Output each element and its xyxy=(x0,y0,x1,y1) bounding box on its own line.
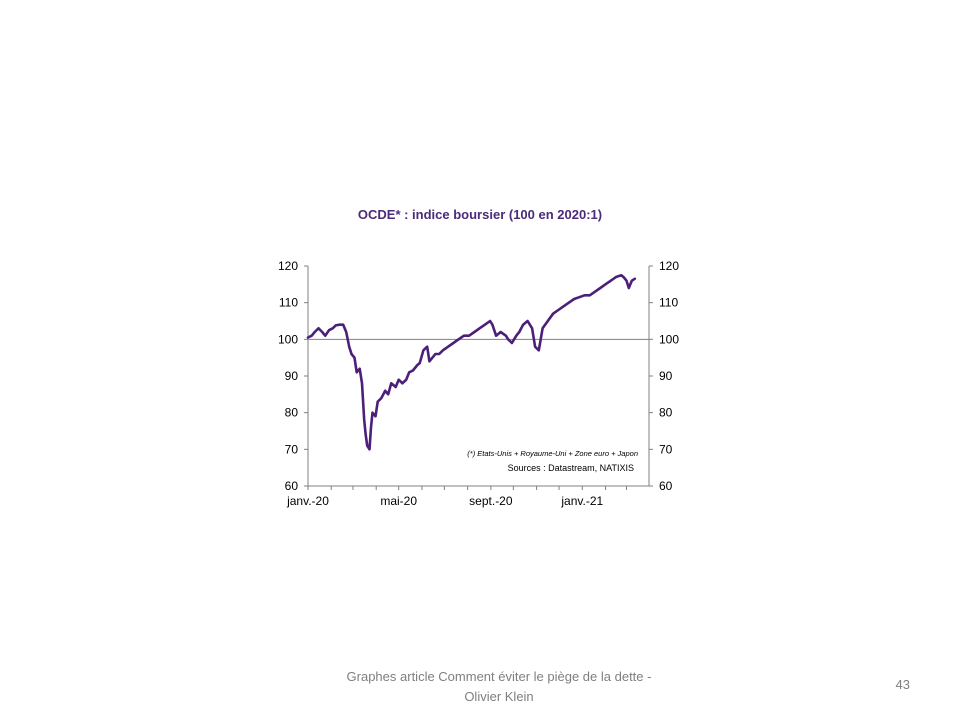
x-tick-label: janv.-20 xyxy=(286,494,329,508)
y-tick-label-right: 100 xyxy=(659,332,679,346)
y-tick-label-right: 70 xyxy=(659,442,673,456)
y-tick-label-left: 80 xyxy=(285,406,299,420)
y-tick-label-left: 90 xyxy=(285,369,299,383)
y-tick-label-right: 110 xyxy=(659,296,678,310)
y-tick-label-left: 100 xyxy=(278,332,298,346)
y-tick-label-right: 60 xyxy=(659,479,673,493)
chart-note: (*) Etats-Unis + Royaume-Uni + Zone euro… xyxy=(467,449,638,458)
x-tick-label: mai-20 xyxy=(380,494,417,508)
x-tick-label: janv.-21 xyxy=(560,494,603,508)
y-tick-label-right: 90 xyxy=(659,369,673,383)
chart-sources: Sources : Datastream, NATIXIS xyxy=(508,463,634,473)
y-tick-label-right: 120 xyxy=(659,259,679,273)
page-number: 43 xyxy=(895,677,910,692)
footer-text: Graphes article Comment éviter le piège … xyxy=(346,669,652,704)
series-line xyxy=(306,273,637,451)
y-tick-label-right: 80 xyxy=(659,406,673,420)
chart-title: OCDE* : indice boursier (100 en 2020:1) xyxy=(357,207,603,222)
x-tick-label: sept.-20 xyxy=(469,494,513,508)
y-tick-label-left: 70 xyxy=(285,442,299,456)
y-tick-label-left: 120 xyxy=(278,259,298,273)
y-tick-label-left: 60 xyxy=(285,479,299,493)
y-tick-label-left: 110 xyxy=(279,296,298,310)
